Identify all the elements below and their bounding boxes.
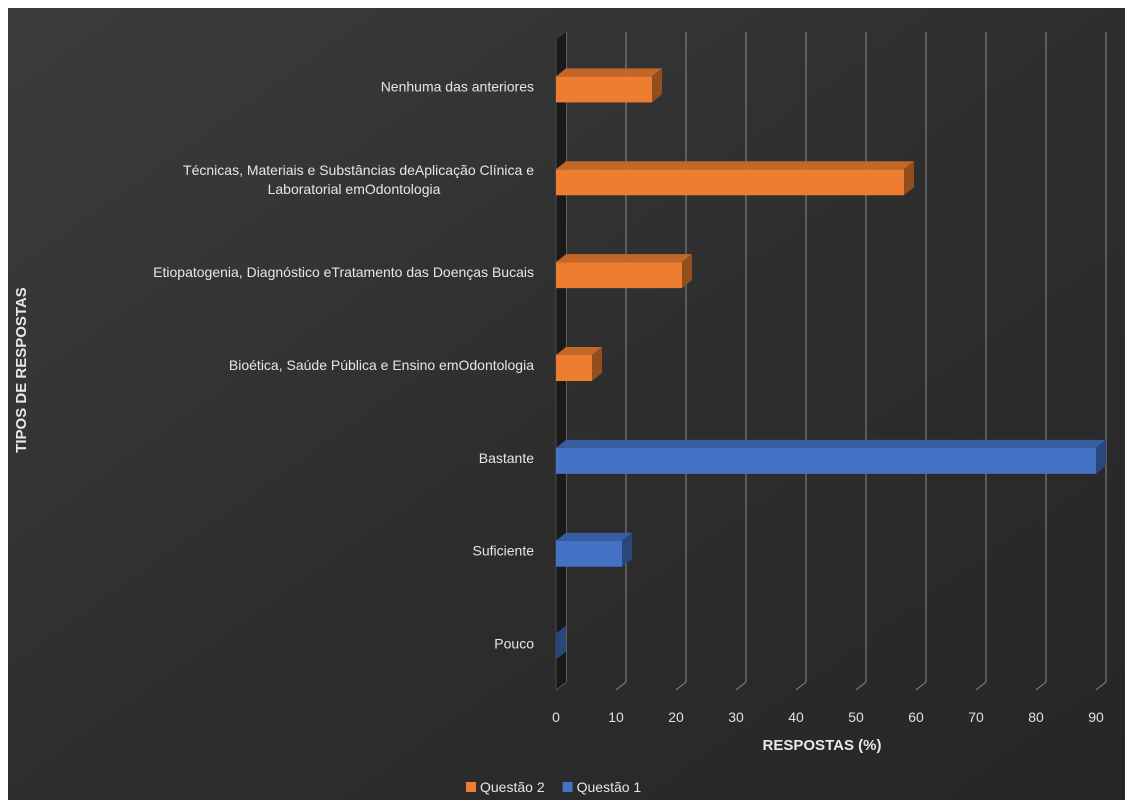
- legend-label: Questão 1: [577, 779, 642, 795]
- legend-swatch: [466, 782, 476, 792]
- gridline-floor: [675, 681, 687, 691]
- legend-swatch: [562, 782, 573, 792]
- bar: [556, 68, 662, 103]
- gridline-floor: [1095, 681, 1107, 691]
- bar-side: [592, 347, 602, 381]
- bar: [556, 254, 692, 289]
- x-tick-label: 20: [668, 709, 684, 725]
- y-tick-label: Etiopatogenia, Diagnóstico eTratamento d…: [153, 264, 534, 280]
- bar-side: [1096, 439, 1106, 474]
- bar-top: [556, 439, 1106, 448]
- x-tick-label: 80: [1028, 709, 1044, 725]
- legend: Questão 2 Questão 1: [466, 779, 641, 795]
- gridline-floor: [795, 681, 807, 691]
- y-tick-label: Nenhuma das anteriores: [381, 78, 534, 94]
- bar-side: [682, 254, 692, 289]
- bar-side: [556, 625, 566, 660]
- x-tick-label: 50: [848, 709, 864, 725]
- bar-side: [904, 161, 914, 196]
- x-tick-label: 10: [608, 709, 624, 725]
- bar: [556, 347, 602, 381]
- legend-label: Questão 2: [480, 779, 545, 795]
- bar-front: [556, 355, 592, 381]
- gridline-floor: [735, 681, 747, 691]
- bar: [556, 161, 914, 196]
- gridline-floor: [615, 681, 627, 691]
- y-tick-label: Bastante: [479, 450, 534, 466]
- y-tick-label: Bioética, Saúde Pública e Ensino emOdont…: [229, 357, 534, 373]
- x-tick-label: 0: [552, 709, 560, 725]
- bar-side: [652, 68, 662, 103]
- x-tick-label: 70: [968, 709, 984, 725]
- x-axis-title: RESPOSTAS (%): [763, 737, 882, 754]
- bar: [556, 439, 1106, 474]
- bar: [556, 625, 566, 660]
- bar-front: [556, 76, 652, 103]
- bar-front: [556, 540, 622, 567]
- gridline-floor: [855, 681, 867, 691]
- y-tick-label: Técnicas, Materiais e Substâncias deApli…: [183, 162, 534, 178]
- bar-top: [556, 347, 602, 355]
- y-tick-label: Suficiente: [473, 543, 535, 559]
- bar-front: [556, 262, 682, 289]
- x-tick-label: 40: [788, 709, 804, 725]
- y-tick-label: Pouco: [494, 636, 534, 652]
- bar-front: [556, 447, 1096, 474]
- x-tick-label: 90: [1088, 709, 1104, 725]
- gridline-floor: [1035, 681, 1047, 691]
- gridline-floor: [915, 681, 927, 691]
- x-tick-label: 60: [908, 709, 924, 725]
- x-tick-label: 30: [728, 709, 744, 725]
- bar: [556, 532, 632, 567]
- bar-top: [556, 532, 632, 541]
- bar-top: [556, 254, 692, 263]
- y-tick-label: Laboratorial emOdontologia: [268, 181, 441, 197]
- bar-top: [556, 68, 662, 77]
- bar-front: [556, 169, 904, 196]
- y-axis-title: TIPOS DE RESPOSTAS: [13, 287, 30, 453]
- bar-side: [622, 532, 632, 567]
- gridline-floor: [975, 681, 987, 691]
- bar-top: [556, 161, 914, 170]
